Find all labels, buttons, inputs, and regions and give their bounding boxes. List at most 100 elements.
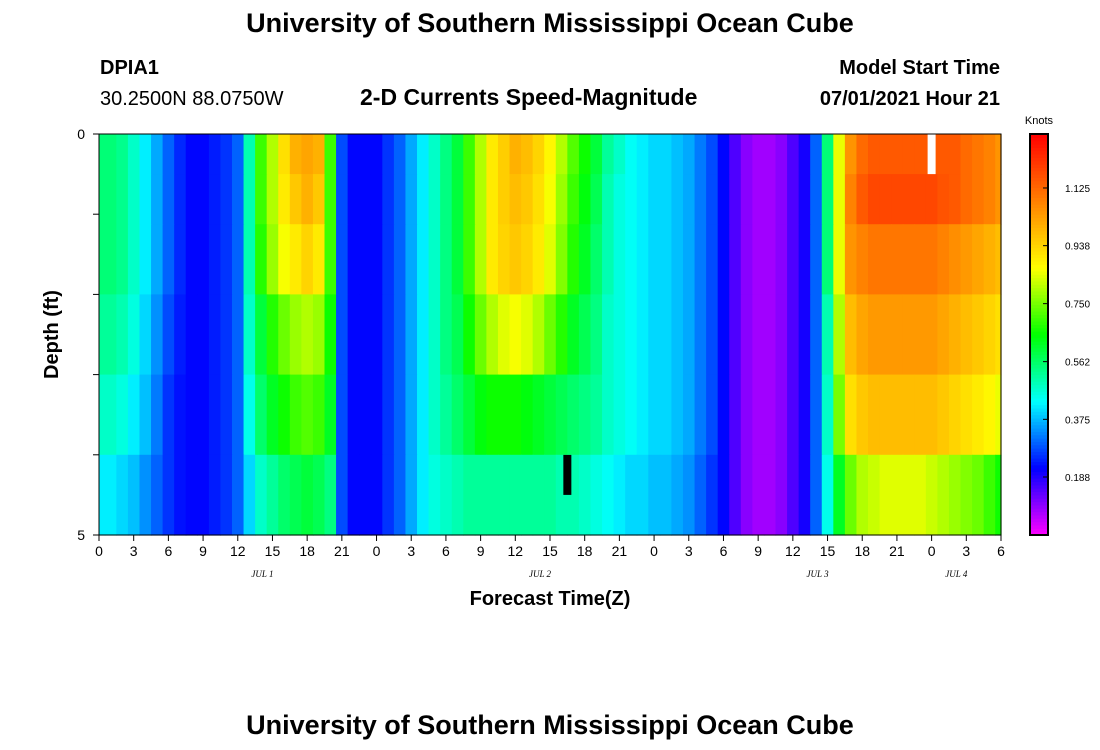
heatmap-cell [255,134,268,175]
heatmap-cell [648,374,661,456]
colorbar-segment [1030,344,1048,349]
heatmap-cell [798,224,811,295]
heatmap-cell [856,174,869,225]
colorbar-segment [1030,207,1048,212]
heatmap-cell [255,294,268,376]
colorbar-segment [1030,408,1048,412]
colorbar-segment [1030,418,1048,422]
heatmap-cell [844,224,858,295]
heatmap-cell [891,174,904,225]
heatmap-cell [752,454,765,536]
colorbar-segment [1030,184,1048,188]
heatmap-cell [925,174,938,225]
heatmap-cell [266,134,279,175]
heatmap-cell [440,294,453,376]
heatmap-cell [497,134,511,175]
heatmap-cell [567,134,580,175]
colorbar-segment [1030,484,1048,489]
heatmap-cell [717,224,730,295]
heatmap-cell [613,294,626,376]
heatmap-cell [127,294,141,376]
heatmap-cell [636,294,649,376]
date-label: JUL 3 [806,569,829,579]
heatmap-cell [544,374,557,456]
heatmap-cell [613,224,626,295]
heatmap-cell [255,174,268,225]
model-start-value: 07/01/2021 Hour 21 [819,88,1000,110]
colorbar-segment [1030,247,1048,252]
colorbar-segment [1030,167,1048,172]
heatmap-cell [440,134,453,175]
heatmap-cell [636,374,649,456]
colorbar-segment [1030,197,1048,202]
colorbar-segment [1030,488,1048,493]
heatmap-cell [151,224,164,295]
colorbar-segment [1030,281,1048,285]
heatmap-cell [393,374,407,456]
colorbar-segment [1030,434,1048,439]
heatmap-cell [752,224,765,295]
heatmap-cell [370,374,383,456]
heatmap-cell [417,134,430,175]
heatmap-cell [682,134,696,175]
heatmap-cell [925,294,938,376]
heatmap-cell [486,134,499,175]
x-tick-label: 15 [265,543,281,559]
heatmap-cell [810,374,823,456]
heatmap-cell [451,134,464,175]
colorbar-segment [1030,317,1048,322]
heatmap-cell [370,174,383,225]
heatmap-cell [405,294,418,376]
heatmap-cell [532,174,545,225]
heatmap-cell [671,454,684,536]
x-tick-label: 9 [199,543,207,559]
colorbar-segment [1030,531,1048,536]
colorbar-segment [1030,301,1048,305]
heatmap-cell [289,454,302,536]
date-label: JUL 4 [945,569,968,579]
heatmap-cell [995,134,1002,175]
heatmap-cell [960,134,973,175]
x-tick-label: 9 [754,543,762,559]
heatmap-cell [220,134,233,175]
heatmap-cell [856,134,869,175]
heatmap-cell [127,224,141,295]
x-tick-label: 21 [889,543,905,559]
heatmap-cell [521,454,534,536]
colorbar-segment [1030,220,1048,225]
heatmap-cell [359,374,372,456]
colorbar-segment [1030,240,1048,245]
heatmap-cell [613,134,626,175]
colorbar-segment [1030,277,1048,282]
heatmap-cell [868,224,881,295]
heatmap-cell [914,134,927,175]
heatmap-cell [440,454,453,536]
x-tick-label: 6 [442,543,450,559]
heatmap-cell [405,224,418,295]
heatmap-cell [787,174,800,225]
heatmap-cell [902,374,915,456]
heatmap-cell [243,374,256,456]
heatmap-cell [116,174,129,225]
heatmap-cell [174,454,187,536]
heatmap-cell [706,294,719,376]
heatmap-cell [405,454,418,536]
heatmap-cell [671,224,684,295]
heatmap-cell [278,174,291,225]
heatmap-cell [220,224,233,295]
colorbar-segment [1030,244,1048,249]
heatmap-cell [740,174,753,225]
colorbar-segment [1030,204,1048,209]
heatmap-cell [555,374,568,456]
heatmap-cell [729,134,742,175]
x-tick-label: 3 [962,543,970,559]
heatmap-cell [428,374,441,456]
heatmap-cell [983,134,996,175]
heatmap-cell [278,224,291,295]
heatmap-cell [127,454,141,536]
heatmap-cell [868,454,881,536]
heatmap-cell [301,374,314,456]
colorbar-segment [1030,257,1048,262]
heatmap-cell [405,374,418,456]
heatmap-cell [868,174,881,225]
